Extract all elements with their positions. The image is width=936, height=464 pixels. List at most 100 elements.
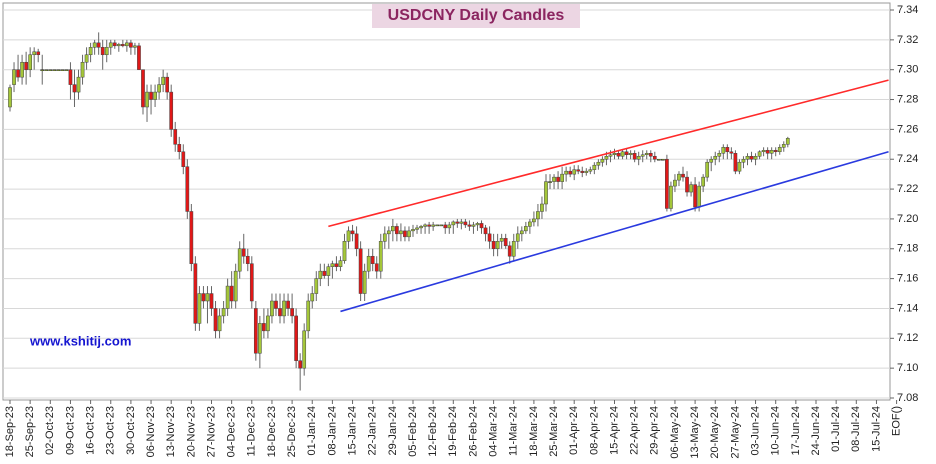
candle-body [92,42,97,48]
candle-body [503,238,508,247]
candle-body [729,151,734,154]
title-box [372,4,580,28]
candle-body [266,315,270,332]
x-tick-label: 18-Mar-24 [528,406,540,457]
candle-body [665,158,669,209]
candle-body [302,330,307,369]
candle-body [354,233,359,250]
candle-body [40,69,45,71]
candle-body [104,47,109,56]
x-tick-label: 15-Apr-24 [608,406,620,455]
candle-body [262,323,266,332]
candle-body [56,69,61,71]
candle-body [564,170,568,175]
candle-body [60,69,65,71]
candle-body [673,179,677,187]
candle-body [391,226,395,232]
candle-body [270,300,274,317]
x-tick-label: 01-Jul-24 [830,406,842,452]
candle-body [737,161,742,172]
x-tick-label: 04-Dec-23 [226,406,238,457]
trend-line [328,79,889,228]
candle-body [52,69,57,71]
candle-body [16,69,20,78]
candle-body [584,170,589,173]
x-tick-label: 17-Jun-24 [790,406,802,456]
trend-line [340,151,889,313]
candle-body [338,260,343,267]
x-tick-label: 22-Jan-24 [367,406,379,456]
x-tick-label: 15-Jul-24 [870,406,882,452]
x-tick-label: 13-Nov-23 [165,406,177,457]
candle-body [258,323,262,354]
candle-body [411,229,415,232]
candle-body [72,84,77,93]
candle-body [616,153,621,157]
candle-body [362,270,367,294]
x-tick-label: 11-Mar-24 [508,406,520,456]
candle-body [604,155,609,160]
candle-body [749,155,754,160]
candle-body [233,270,238,302]
candle-body [395,226,399,235]
x-tick-label: 06-Nov-23 [145,406,157,457]
candle-body [342,241,347,261]
candle-body [652,155,657,160]
y-tick-label: 7.18 [897,243,918,255]
candle-body [507,245,512,257]
x-tick-label: 25-Dec-23 [286,406,298,457]
y-tick-label: 7.16 [897,273,918,285]
candle-body [459,221,464,224]
candle-body [68,69,73,85]
candle-body [334,263,339,267]
candle-body [560,173,564,182]
candle-body [181,151,186,167]
candle-body [382,233,387,242]
chart-title: USDCNY Daily Candles [388,7,565,24]
candle-body [96,42,101,48]
candle-body [177,144,182,153]
candle-body [697,185,701,208]
candle-body [419,226,423,229]
candle-body [310,293,315,302]
y-tick-label: 7.14 [897,302,918,314]
candle-body [153,91,157,100]
candle-body [36,51,41,56]
plot-frame [2,2,891,401]
candle-body [84,54,89,63]
y-tick-label: 7.28 [897,93,918,105]
x-tick-label: 08-Jul-24 [850,406,862,452]
candle-body [532,218,536,223]
candle-body [685,176,689,193]
candle-body [528,221,532,227]
x-tick-label: 23-Oct-23 [105,406,117,455]
candle-body [403,230,407,238]
x-tick-label: 10-Jun-24 [770,406,782,456]
candle-body [689,184,693,193]
candle-body [24,61,28,70]
candle-body [350,230,355,235]
candle-body [495,241,500,250]
candle-body [681,173,685,178]
candle-body [636,155,641,160]
candle-body [608,154,613,157]
x-tick-label: 25-Mar-24 [548,406,560,457]
candle-body [386,230,391,235]
candle-body [600,158,605,163]
x-tick-label: 01-Apr-24 [568,406,580,455]
candle-body [515,233,520,242]
watermark: www.kshitij.com [29,333,131,348]
candle-body [193,263,198,324]
candle-body [48,69,53,71]
candle-body [693,184,697,208]
candle-body [112,42,117,47]
candle-body [596,161,601,166]
candle-body [632,153,637,160]
candle-body [753,155,758,160]
x-tick-label: 08-Jan-24 [326,406,338,456]
candle-body [318,270,323,279]
y-tick-label: 7.24 [897,153,918,165]
candle-body [648,153,653,157]
x-tick-label: 25-Sep-23 [24,406,36,457]
candle-body [725,147,730,153]
